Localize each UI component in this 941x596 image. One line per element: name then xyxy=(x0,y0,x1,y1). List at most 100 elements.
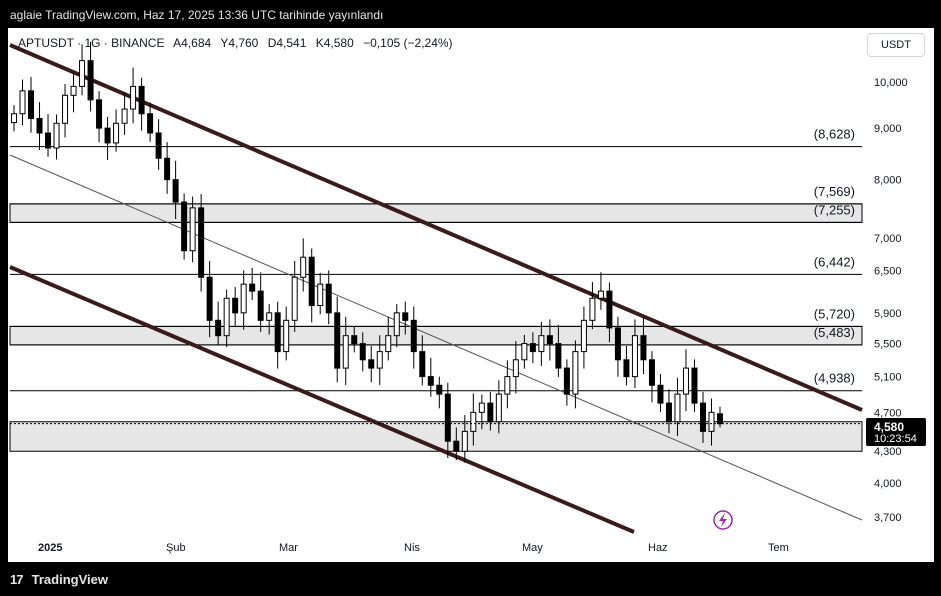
candle[interactable] xyxy=(657,374,664,412)
candle[interactable] xyxy=(453,427,460,461)
candle[interactable] xyxy=(376,335,383,386)
candle[interactable] xyxy=(512,340,519,394)
candle[interactable] xyxy=(317,272,324,315)
candle[interactable] xyxy=(215,301,222,345)
candle[interactable] xyxy=(79,44,86,96)
close-value: K4,580 xyxy=(315,36,354,50)
symbol-label[interactable]: APTUSDT · 1G · BINANCE xyxy=(18,36,165,50)
candle[interactable] xyxy=(223,289,230,348)
candle[interactable] xyxy=(113,109,120,152)
candle[interactable] xyxy=(138,77,145,131)
candle[interactable] xyxy=(257,272,264,332)
candle[interactable] xyxy=(478,394,485,430)
candle[interactable] xyxy=(121,92,128,135)
candle[interactable] xyxy=(461,415,468,463)
candle[interactable] xyxy=(436,376,443,409)
candle[interactable] xyxy=(648,351,655,403)
candle[interactable] xyxy=(529,332,536,364)
candle[interactable] xyxy=(240,270,247,330)
candle[interactable] xyxy=(189,196,196,263)
candle[interactable] xyxy=(53,114,60,160)
chart-frame[interactable] xyxy=(8,28,934,562)
candle[interactable] xyxy=(597,272,604,310)
channel-lower-line[interactable] xyxy=(9,265,635,534)
candle[interactable] xyxy=(11,105,17,132)
channel-upper-line[interactable] xyxy=(9,43,863,412)
candle[interactable] xyxy=(45,114,52,157)
candle[interactable] xyxy=(495,380,502,434)
candle[interactable] xyxy=(444,382,451,459)
candle[interactable] xyxy=(300,238,307,292)
candle[interactable] xyxy=(28,77,35,133)
candle[interactable] xyxy=(36,102,43,150)
candle[interactable] xyxy=(708,398,715,446)
candle[interactable] xyxy=(674,377,681,436)
candle[interactable] xyxy=(291,260,298,332)
candle[interactable] xyxy=(402,301,409,335)
candle[interactable] xyxy=(342,316,349,386)
candle[interactable] xyxy=(640,316,647,374)
candle[interactable] xyxy=(62,84,69,138)
price-zone[interactable] xyxy=(9,325,863,346)
candle[interactable] xyxy=(249,267,256,300)
candle[interactable] xyxy=(580,306,587,369)
price-zone[interactable] xyxy=(9,203,863,223)
candle-body xyxy=(19,90,26,115)
candle[interactable] xyxy=(274,301,281,369)
candle[interactable] xyxy=(563,359,570,406)
candle[interactable] xyxy=(198,194,205,292)
candle[interactable] xyxy=(266,304,273,335)
candle[interactable] xyxy=(232,287,239,328)
candle[interactable] xyxy=(410,306,417,369)
candle[interactable] xyxy=(359,332,366,372)
candle[interactable] xyxy=(427,357,434,397)
candle[interactable] xyxy=(614,316,621,377)
candle[interactable] xyxy=(172,160,179,220)
time-tick-label: Nis xyxy=(404,542,420,554)
candle[interactable] xyxy=(419,335,426,386)
candle[interactable] xyxy=(691,359,698,412)
candle[interactable] xyxy=(385,316,392,361)
candle[interactable] xyxy=(96,91,103,143)
candle[interactable] xyxy=(682,349,689,412)
candle[interactable] xyxy=(393,304,400,348)
candle[interactable] xyxy=(308,248,315,323)
channel-mid-line[interactable] xyxy=(9,154,863,521)
candle[interactable] xyxy=(589,281,596,330)
flash-icon[interactable] xyxy=(713,510,733,530)
candle[interactable] xyxy=(470,393,477,446)
candle[interactable] xyxy=(368,345,375,383)
candle-body xyxy=(699,402,706,432)
candle-body xyxy=(155,132,162,159)
candle[interactable] xyxy=(147,102,154,142)
candle[interactable] xyxy=(546,319,553,361)
level-label: (8,628) xyxy=(814,127,855,142)
candle[interactable] xyxy=(699,391,706,443)
candle[interactable] xyxy=(665,389,672,434)
candle[interactable] xyxy=(283,306,290,361)
tradingview-logo[interactable]: 17 TradingView xyxy=(10,572,108,587)
candle[interactable] xyxy=(631,319,638,389)
candle[interactable] xyxy=(572,340,579,409)
candle[interactable] xyxy=(70,72,77,113)
candle[interactable] xyxy=(155,119,162,170)
candle[interactable] xyxy=(19,79,26,126)
currency-button[interactable]: USDT xyxy=(867,33,925,57)
candle[interactable] xyxy=(325,270,332,325)
candle[interactable] xyxy=(181,193,188,260)
candle[interactable] xyxy=(504,360,511,409)
candle[interactable] xyxy=(206,260,213,338)
candle[interactable] xyxy=(130,67,137,124)
candle[interactable] xyxy=(104,116,111,160)
candle[interactable] xyxy=(521,334,528,369)
candle[interactable] xyxy=(623,345,630,386)
candle[interactable] xyxy=(87,41,94,112)
candle[interactable] xyxy=(351,327,358,353)
candle[interactable] xyxy=(606,282,613,343)
candle-body xyxy=(249,283,256,292)
candle[interactable] xyxy=(334,296,341,383)
candle[interactable] xyxy=(164,141,171,194)
candle[interactable] xyxy=(538,321,545,366)
candle[interactable] xyxy=(555,324,562,377)
